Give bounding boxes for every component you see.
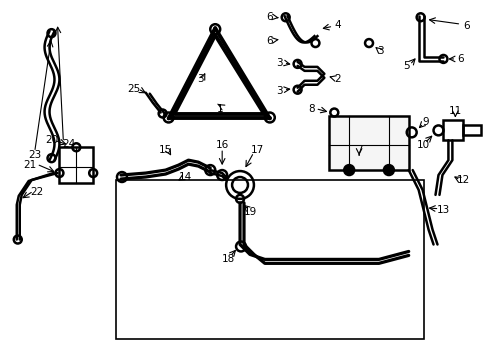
Text: 3: 3	[276, 86, 283, 96]
Text: 25: 25	[127, 84, 140, 94]
Text: 3: 3	[377, 46, 384, 56]
Text: 3: 3	[276, 58, 283, 68]
Bar	[116, 180, 423, 339]
Text: 6: 6	[266, 12, 273, 22]
Text: 17: 17	[251, 145, 264, 155]
Text: 8: 8	[307, 104, 314, 113]
Text: 23: 23	[28, 150, 41, 160]
Text: 9: 9	[422, 117, 428, 127]
Text: 6: 6	[456, 54, 463, 64]
Text: 22: 22	[30, 187, 43, 197]
Text: 5: 5	[403, 61, 409, 71]
Text: 7: 7	[355, 145, 362, 155]
Bar	[462, 125, 480, 135]
Text: 1: 1	[217, 104, 223, 113]
Circle shape	[344, 165, 353, 175]
Text: 2: 2	[333, 74, 340, 84]
Circle shape	[383, 165, 393, 175]
Text: 21: 21	[23, 160, 36, 170]
Text: 14: 14	[179, 172, 192, 182]
Text: 6: 6	[266, 36, 273, 46]
Text: 16: 16	[215, 140, 228, 150]
Text: 15: 15	[159, 145, 172, 155]
Bar	[60, 147, 93, 183]
Text: 20: 20	[45, 135, 58, 145]
Text: 13: 13	[436, 205, 449, 215]
Text: 3: 3	[197, 74, 203, 84]
Text: 11: 11	[448, 105, 461, 116]
Text: 4: 4	[333, 20, 340, 30]
Text: 6: 6	[462, 21, 468, 31]
Bar	[443, 121, 462, 140]
Text: 19: 19	[243, 207, 256, 217]
Text: 12: 12	[456, 175, 469, 185]
Text: 18: 18	[221, 255, 234, 264]
Text: 24: 24	[62, 139, 76, 149]
Text: 10: 10	[416, 140, 429, 150]
Bar	[328, 116, 408, 170]
